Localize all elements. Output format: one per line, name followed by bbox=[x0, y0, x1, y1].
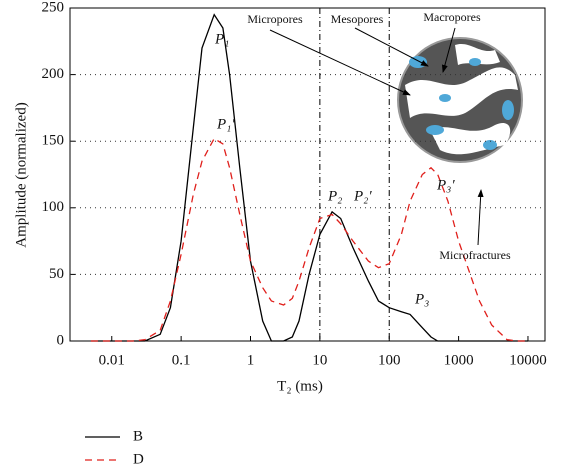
x-tick-label: 10 bbox=[312, 352, 327, 368]
y-tick-label: 200 bbox=[42, 66, 65, 82]
y-tick-label: 100 bbox=[42, 199, 65, 215]
legend-label: D bbox=[133, 451, 144, 467]
pore-label: Mesopores bbox=[331, 12, 384, 26]
peak-label: P₁ bbox=[214, 31, 229, 47]
x-tick-label: 0.01 bbox=[99, 352, 125, 368]
annotation-arrows bbox=[269, 27, 484, 246]
pore-label: Microfractures bbox=[439, 248, 511, 262]
pore-inset bbox=[397, 37, 523, 163]
x-tick-label: 100 bbox=[378, 352, 401, 368]
y-axis-title: Amplitude (normalized) bbox=[13, 102, 29, 247]
peak-label: P₁′ bbox=[216, 116, 235, 132]
y-tick-label: 250 bbox=[42, 0, 65, 15]
plot-frame bbox=[69, 7, 546, 342]
peak-label: P₂ bbox=[327, 188, 342, 204]
series-line bbox=[90, 13, 528, 342]
series-line bbox=[90, 137, 528, 342]
x-tick-label: 1 bbox=[247, 352, 255, 368]
y-tick-label: 50 bbox=[49, 266, 64, 282]
peak-label: P₃ bbox=[414, 291, 429, 307]
legend-label: B bbox=[133, 428, 143, 444]
peak-label: P₂′ bbox=[353, 188, 372, 204]
y-tick-label: 150 bbox=[42, 133, 65, 149]
x-axis-title: T₂ (ms) bbox=[277, 378, 323, 394]
x-tick-label: 0.1 bbox=[172, 352, 191, 368]
x-tick-label: 1000 bbox=[444, 352, 474, 368]
x-tick-label: 10000 bbox=[509, 352, 547, 368]
y-tick-label: 0 bbox=[57, 332, 65, 348]
pore-label: Micropores bbox=[247, 12, 303, 26]
pore-label: Macropores bbox=[423, 10, 481, 24]
peak-label: P₃′ bbox=[436, 177, 455, 193]
